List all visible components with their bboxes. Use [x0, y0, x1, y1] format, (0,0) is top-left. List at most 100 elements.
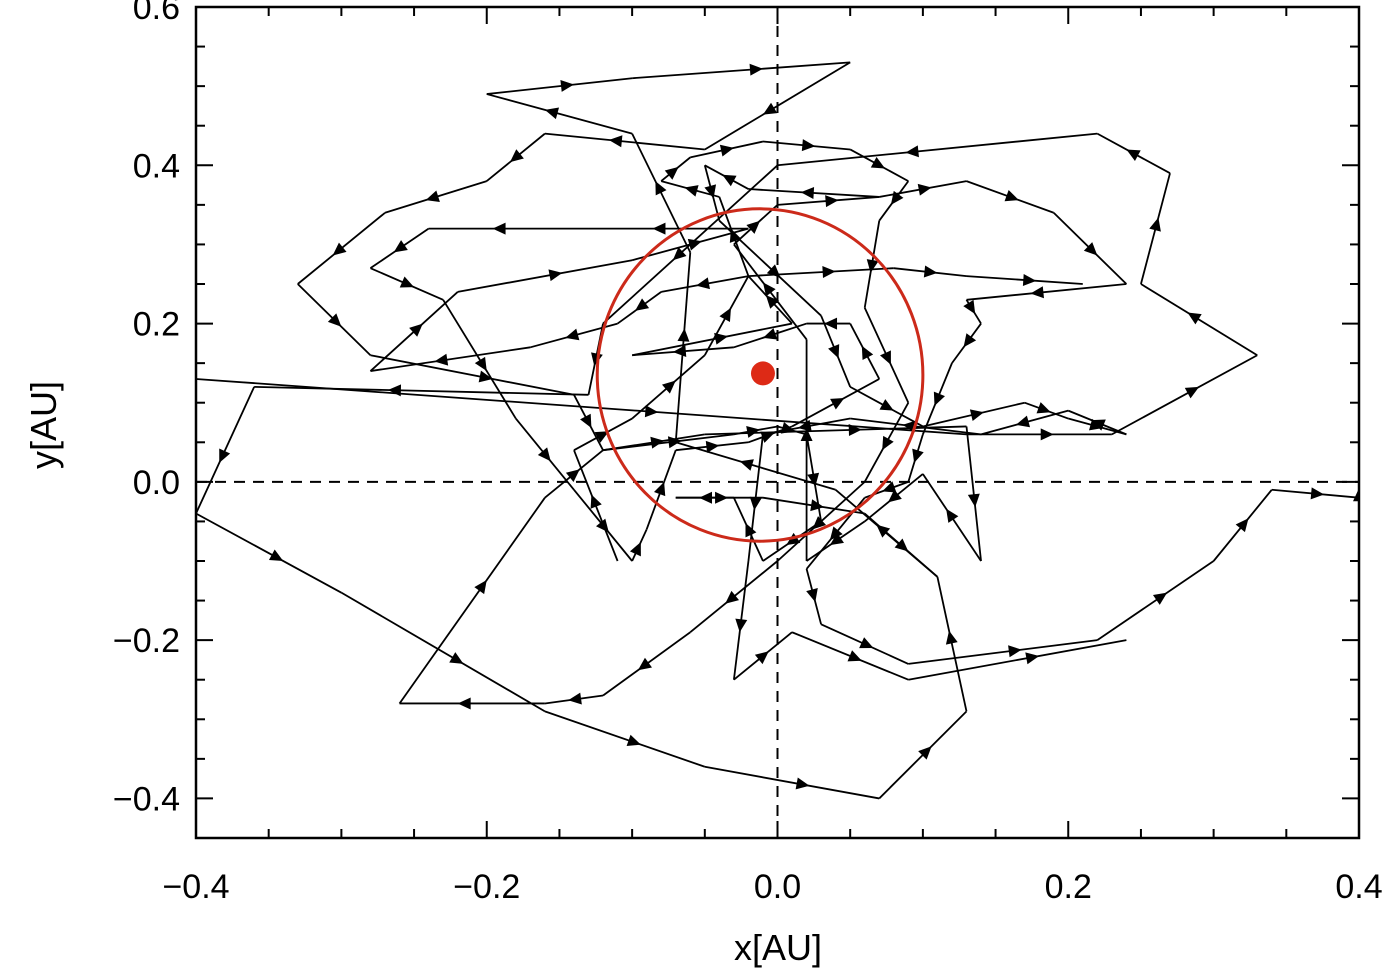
trajectory-segment — [544, 132, 705, 151]
direction-arrow — [810, 499, 825, 512]
x-tick-label: 0.0 — [754, 868, 801, 906]
direction-arrow — [967, 493, 980, 508]
direction-arrow — [829, 532, 844, 546]
direction-arrow — [801, 139, 816, 152]
direction-arrow — [912, 448, 924, 463]
y-tick-label: 0.2 — [133, 306, 180, 344]
direction-arrow — [548, 269, 563, 282]
direction-arrow — [870, 156, 886, 169]
direction-arrow — [580, 413, 592, 429]
direction-arrow — [880, 350, 891, 365]
direction-arrow — [667, 436, 682, 449]
trajectory-segment — [486, 77, 633, 95]
direction-arrow — [745, 523, 757, 538]
direction-arrow — [644, 405, 659, 418]
direction-arrow — [332, 242, 347, 256]
trajectory-segment — [1140, 283, 1258, 356]
direction-arrow — [719, 307, 731, 323]
direction-arrow — [1008, 645, 1022, 658]
direction-arrow — [387, 384, 402, 397]
direction-arrow — [766, 264, 781, 278]
direction-arrow — [739, 459, 754, 471]
direction-arrow — [762, 102, 778, 115]
trajectory-segment — [602, 433, 734, 452]
direction-arrow — [1091, 419, 1106, 431]
direction-arrow — [714, 332, 729, 345]
direction-arrow — [807, 472, 820, 487]
trajectory-series — [196, 61, 1359, 800]
direction-arrow — [687, 238, 702, 251]
direction-arrow — [664, 166, 679, 180]
y-tick-label: −0.2 — [113, 622, 180, 660]
direction-arrow — [825, 195, 839, 208]
direction-arrow — [684, 185, 699, 197]
trajectory-segment — [196, 512, 342, 594]
trajectory-segment — [544, 710, 706, 768]
direction-arrow — [705, 440, 720, 453]
trajectory-segment — [748, 188, 880, 198]
trajectory-segment — [254, 385, 589, 396]
direction-arrow — [653, 481, 666, 497]
direction-arrow — [449, 652, 464, 664]
x-tick-label: 0.4 — [1335, 868, 1382, 906]
direction-arrow — [635, 298, 650, 311]
trajectory-segment — [908, 639, 1127, 681]
direction-arrow — [537, 447, 551, 462]
direction-arrow — [824, 317, 838, 330]
direction-arrow — [861, 345, 874, 361]
direction-arrow — [594, 431, 609, 443]
direction-arrow — [746, 426, 761, 438]
trajectory-segment — [196, 386, 255, 514]
direction-arrow — [629, 542, 641, 557]
trajectory-segment — [486, 93, 633, 135]
reference-lines — [196, 7, 1359, 838]
direction-arrow — [715, 491, 729, 504]
direction-arrow — [590, 494, 602, 509]
direction-arrow — [393, 240, 408, 253]
direction-arrow — [1126, 149, 1141, 161]
direction-arrow — [754, 651, 769, 665]
direction-arrow — [1184, 386, 1200, 399]
circle-group — [595, 207, 925, 543]
trajectory-segment — [965, 426, 982, 562]
direction-arrow — [725, 590, 740, 604]
trajectory-1 — [196, 61, 1359, 800]
direction-arrow — [1040, 428, 1054, 441]
direction-arrow — [905, 145, 919, 158]
direction-arrow — [866, 259, 879, 273]
direction-arrow — [762, 282, 776, 297]
direction-arrow — [882, 435, 894, 451]
y-tick-label: 0.6 — [133, 0, 180, 27]
direction-arrow — [828, 344, 840, 359]
direction-arrow — [746, 220, 761, 234]
direction-arrow — [890, 190, 904, 205]
direction-arrow — [650, 436, 665, 449]
direction-arrow — [806, 588, 818, 603]
direction-arrow — [565, 469, 580, 483]
direction-arrow — [704, 184, 717, 199]
y-axis-label: y[AU] — [23, 381, 64, 469]
trajectory-segment — [340, 591, 546, 713]
trajectory-segment — [632, 61, 851, 80]
direction-arrow — [652, 222, 666, 235]
trajectory-3 — [398, 139, 939, 710]
direction-arrow — [672, 247, 687, 261]
direction-arrow — [672, 345, 687, 358]
direction-arrow — [1015, 415, 1031, 428]
direction-arrow — [268, 549, 284, 561]
direction-arrow — [795, 777, 810, 790]
direction-arrow — [474, 579, 487, 595]
trajectory-2 — [369, 222, 1083, 562]
direction-arrow — [749, 63, 763, 76]
y-tick-label: 0.0 — [133, 464, 180, 502]
trajectory-segment — [1096, 560, 1215, 641]
direction-arrow — [933, 391, 945, 406]
direction-arrow — [876, 524, 891, 538]
direction-arrow — [510, 149, 524, 163]
direction-arrow — [887, 489, 902, 503]
direction-arrow — [946, 508, 959, 523]
direction-arrow — [894, 538, 909, 552]
direction-arrow — [797, 419, 812, 432]
direction-arrow — [859, 637, 874, 649]
direction-arrow — [762, 328, 778, 340]
